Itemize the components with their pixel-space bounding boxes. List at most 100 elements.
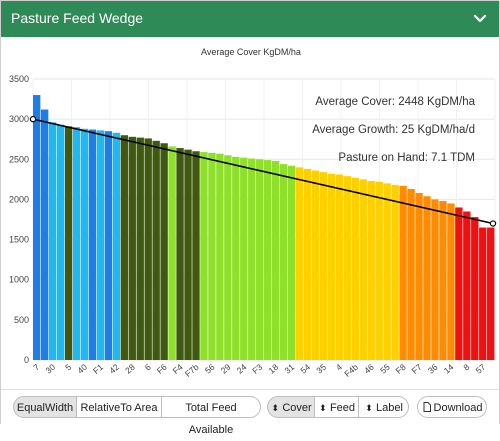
x-tick-label: 18 (267, 362, 281, 376)
panel-header[interactable]: Pasture Feed Wedge (1, 1, 499, 37)
bar[interactable] (423, 196, 431, 360)
bar[interactable] (399, 185, 407, 360)
bar[interactable] (152, 140, 160, 360)
bar[interactable] (335, 174, 344, 360)
bar[interactable] (136, 137, 144, 360)
bar[interactable] (248, 158, 256, 360)
bar[interactable] (343, 176, 352, 360)
feed-label: Feed (329, 402, 356, 414)
y-tick-label: 1000 (9, 275, 29, 285)
x-tick-label: F7b (183, 362, 201, 379)
bar[interactable] (208, 152, 216, 360)
feed-wedge-chart: Average Cover KgDM/ha 0 500 1000 1500 2000 25… (9, 47, 497, 379)
bar[interactable] (112, 132, 121, 360)
bar[interactable] (64, 126, 73, 361)
bar[interactable] (415, 193, 423, 360)
y-tick-label: 1500 (9, 235, 29, 245)
bar[interactable] (56, 124, 65, 361)
bar[interactable] (184, 149, 192, 360)
bar[interactable] (120, 135, 128, 360)
x-tick-label: 6 (143, 362, 153, 373)
bar[interactable] (487, 227, 495, 360)
sort-feed-button[interactable]: ⬍ Feed (314, 396, 359, 418)
cover-label: Cover (282, 402, 312, 414)
chevron-down-icon[interactable] (471, 9, 489, 27)
target-line-end-point (489, 220, 497, 227)
bar[interactable] (311, 170, 320, 360)
bar[interactable] (224, 155, 232, 360)
bar[interactable] (439, 201, 447, 360)
pasture-on-hand-annotation: Pasture on Hand: 7.1 TDM (338, 152, 475, 164)
panel-title: Pasture Feed Wedge (11, 10, 144, 26)
y-tick-label: 2000 (9, 194, 29, 204)
average-growth-annotation: Average Growth: 25 KgDM/ha/d (312, 124, 475, 136)
bar[interactable] (168, 146, 176, 360)
bar[interactable] (279, 164, 288, 360)
bar[interactable] (40, 109, 49, 360)
bar[interactable] (232, 156, 240, 360)
bar[interactable] (216, 153, 224, 360)
bar[interactable] (319, 172, 328, 360)
average-cover-annotation: Average Cover: 2448 KgDM/ha (315, 96, 475, 108)
bar[interactable] (160, 143, 168, 360)
bar[interactable] (383, 183, 391, 360)
sort-cover-button[interactable]: ⬍ Cover (267, 396, 315, 418)
x-tick-label: F4b (342, 362, 360, 379)
bar[interactable] (271, 160, 280, 360)
y-tick-label: 3000 (9, 114, 29, 124)
x-tick-label: 42 (107, 362, 121, 376)
bar[interactable] (104, 131, 113, 360)
bar[interactable] (367, 180, 375, 360)
chart-toolbar: EqualWidth RelativeTo Area Total Feed Av… (1, 389, 499, 436)
bar[interactable] (256, 159, 264, 360)
bar[interactable] (327, 173, 336, 360)
x-tick-label: 5 (63, 362, 73, 373)
y-tick-label: 0 (24, 355, 29, 365)
bar[interactable] (240, 157, 248, 360)
bar[interactable] (264, 160, 272, 360)
bar[interactable] (96, 130, 105, 360)
bar[interactable] (479, 227, 487, 360)
y-tick-label: 500 (14, 315, 29, 325)
relative-to-area-button[interactable]: RelativeTo Area (76, 396, 162, 418)
x-tick-label: 40 (75, 362, 89, 376)
x-tick-label: 54 (298, 362, 312, 376)
bar[interactable] (455, 207, 463, 360)
bar[interactable] (407, 188, 415, 360)
bar[interactable] (431, 199, 439, 360)
bar[interactable] (200, 152, 208, 360)
bar[interactable] (463, 211, 471, 360)
bar[interactable] (375, 181, 383, 360)
bar[interactable] (295, 167, 304, 360)
bar[interactable] (128, 136, 136, 360)
sort-label-button[interactable]: ⬍ Label (358, 396, 409, 418)
bar[interactable] (176, 148, 184, 360)
bar[interactable] (471, 217, 479, 360)
x-tick-label: F3 (250, 362, 264, 376)
bar[interactable] (447, 203, 455, 360)
bar[interactable] (33, 95, 41, 361)
x-tick-label: 36 (426, 362, 440, 376)
x-tick-label: 4 (334, 362, 344, 373)
download-label: Download (433, 402, 483, 414)
total-feed-available-button[interactable]: Total Feed Available (161, 396, 261, 436)
sort-icon: ⬍ (365, 403, 373, 413)
download-button[interactable]: Download (417, 396, 487, 418)
bar[interactable] (88, 129, 97, 360)
bar[interactable] (391, 184, 399, 360)
bar[interactable] (72, 127, 81, 361)
x-tick-label: 30 (44, 362, 58, 376)
x-tick-label: 31 (282, 362, 296, 376)
bar[interactable] (144, 138, 152, 360)
bar[interactable] (351, 177, 359, 360)
equal-width-button[interactable]: EqualWidth (13, 396, 77, 418)
x-tick-label: 35 (314, 362, 328, 376)
bar[interactable] (303, 168, 312, 360)
chart-bars (33, 95, 495, 361)
bar[interactable] (287, 165, 296, 360)
bar[interactable] (359, 179, 367, 360)
bar[interactable] (80, 128, 89, 360)
bar[interactable] (192, 151, 200, 360)
bar[interactable] (48, 122, 57, 361)
